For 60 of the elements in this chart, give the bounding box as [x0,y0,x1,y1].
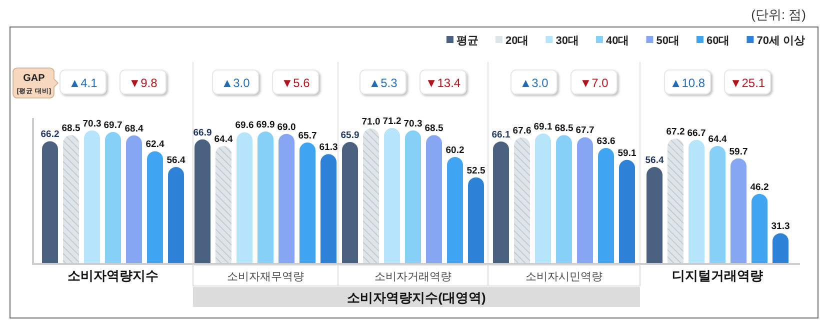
data-label: 69.1 [534,122,553,133]
text: ▼13.4 [425,76,461,90]
x-tick-label: 소비자역량지수 [68,268,158,283]
data-label: 66.7 [687,128,706,139]
data-label: 70.3 [404,118,422,130]
legend-label: 40대 [606,35,630,47]
text: ▲5.3 [368,76,398,90]
data-label: 66.9 [193,127,212,138]
data-label: 70.3 [82,118,102,130]
text: ▼25.1 [730,76,766,90]
data-label: 64.4 [214,134,234,145]
data-label: 67.6 [512,126,532,137]
x-tick-label: 소비자거래역량 [374,271,452,283]
legend-label: 60대 [706,35,730,47]
data-label: 65.7 [298,130,317,142]
data-label: 67.7 [576,125,594,136]
data-label: 71.2 [382,116,402,128]
data-label: 60.2 [446,145,464,156]
text: GAP [23,73,46,84]
data-label: 46.2 [750,182,769,193]
legend-label: 평균 [456,35,478,47]
data-label: 61.3 [319,142,338,154]
data-label: 71.0 [362,116,380,128]
data-label: 63.6 [596,136,616,148]
data-label: 69.6 [235,120,254,132]
data-label: 66.1 [492,129,511,140]
text: ▲4.1 [68,76,98,90]
legend-label: 20대 [505,35,529,47]
text: ▲3.0 [221,76,250,90]
data-label: 56.4 [645,155,664,166]
text: ▼7.0 [580,76,609,90]
data-label: 67.2 [666,126,685,138]
data-label: 64.4 [708,134,728,145]
data-label: 62.4 [146,139,165,150]
data-label: 68.4 [124,123,144,134]
data-label: 68.5 [62,123,81,134]
data-label: 65.9 [340,130,360,141]
x-tick-label: 소비자시민역량 [526,271,602,283]
data-label: 56.4 [166,155,186,166]
text: ▲10.8 [670,76,706,90]
data-label: 68.5 [424,123,444,134]
text: (단위: 점) [751,7,806,22]
legend-label: 30대 [556,35,579,47]
x-tick-label: 디지털거래역량 [672,268,763,283]
data-label: 31.3 [771,221,790,232]
data-label: 59.7 [729,146,748,158]
data-label: 59.1 [618,148,637,159]
data-label: 52.5 [466,165,486,176]
legend-label: 50대 [656,35,680,47]
data-label: 69.0 [277,122,296,133]
data-label: 69.7 [104,120,122,131]
legend-label: 70세 이상 [756,35,805,47]
text: 소비자역량지수(대영역) [347,290,486,305]
data-label: 69.9 [256,119,275,130]
data-label: 66.2 [40,129,60,140]
text: ▼9.8 [128,76,158,90]
text: ▲3.0 [520,76,549,90]
data-label: 68.5 [554,123,574,134]
text: ▼5.6 [281,76,310,90]
x-tick-label: 소비자재무역량 [227,271,304,283]
